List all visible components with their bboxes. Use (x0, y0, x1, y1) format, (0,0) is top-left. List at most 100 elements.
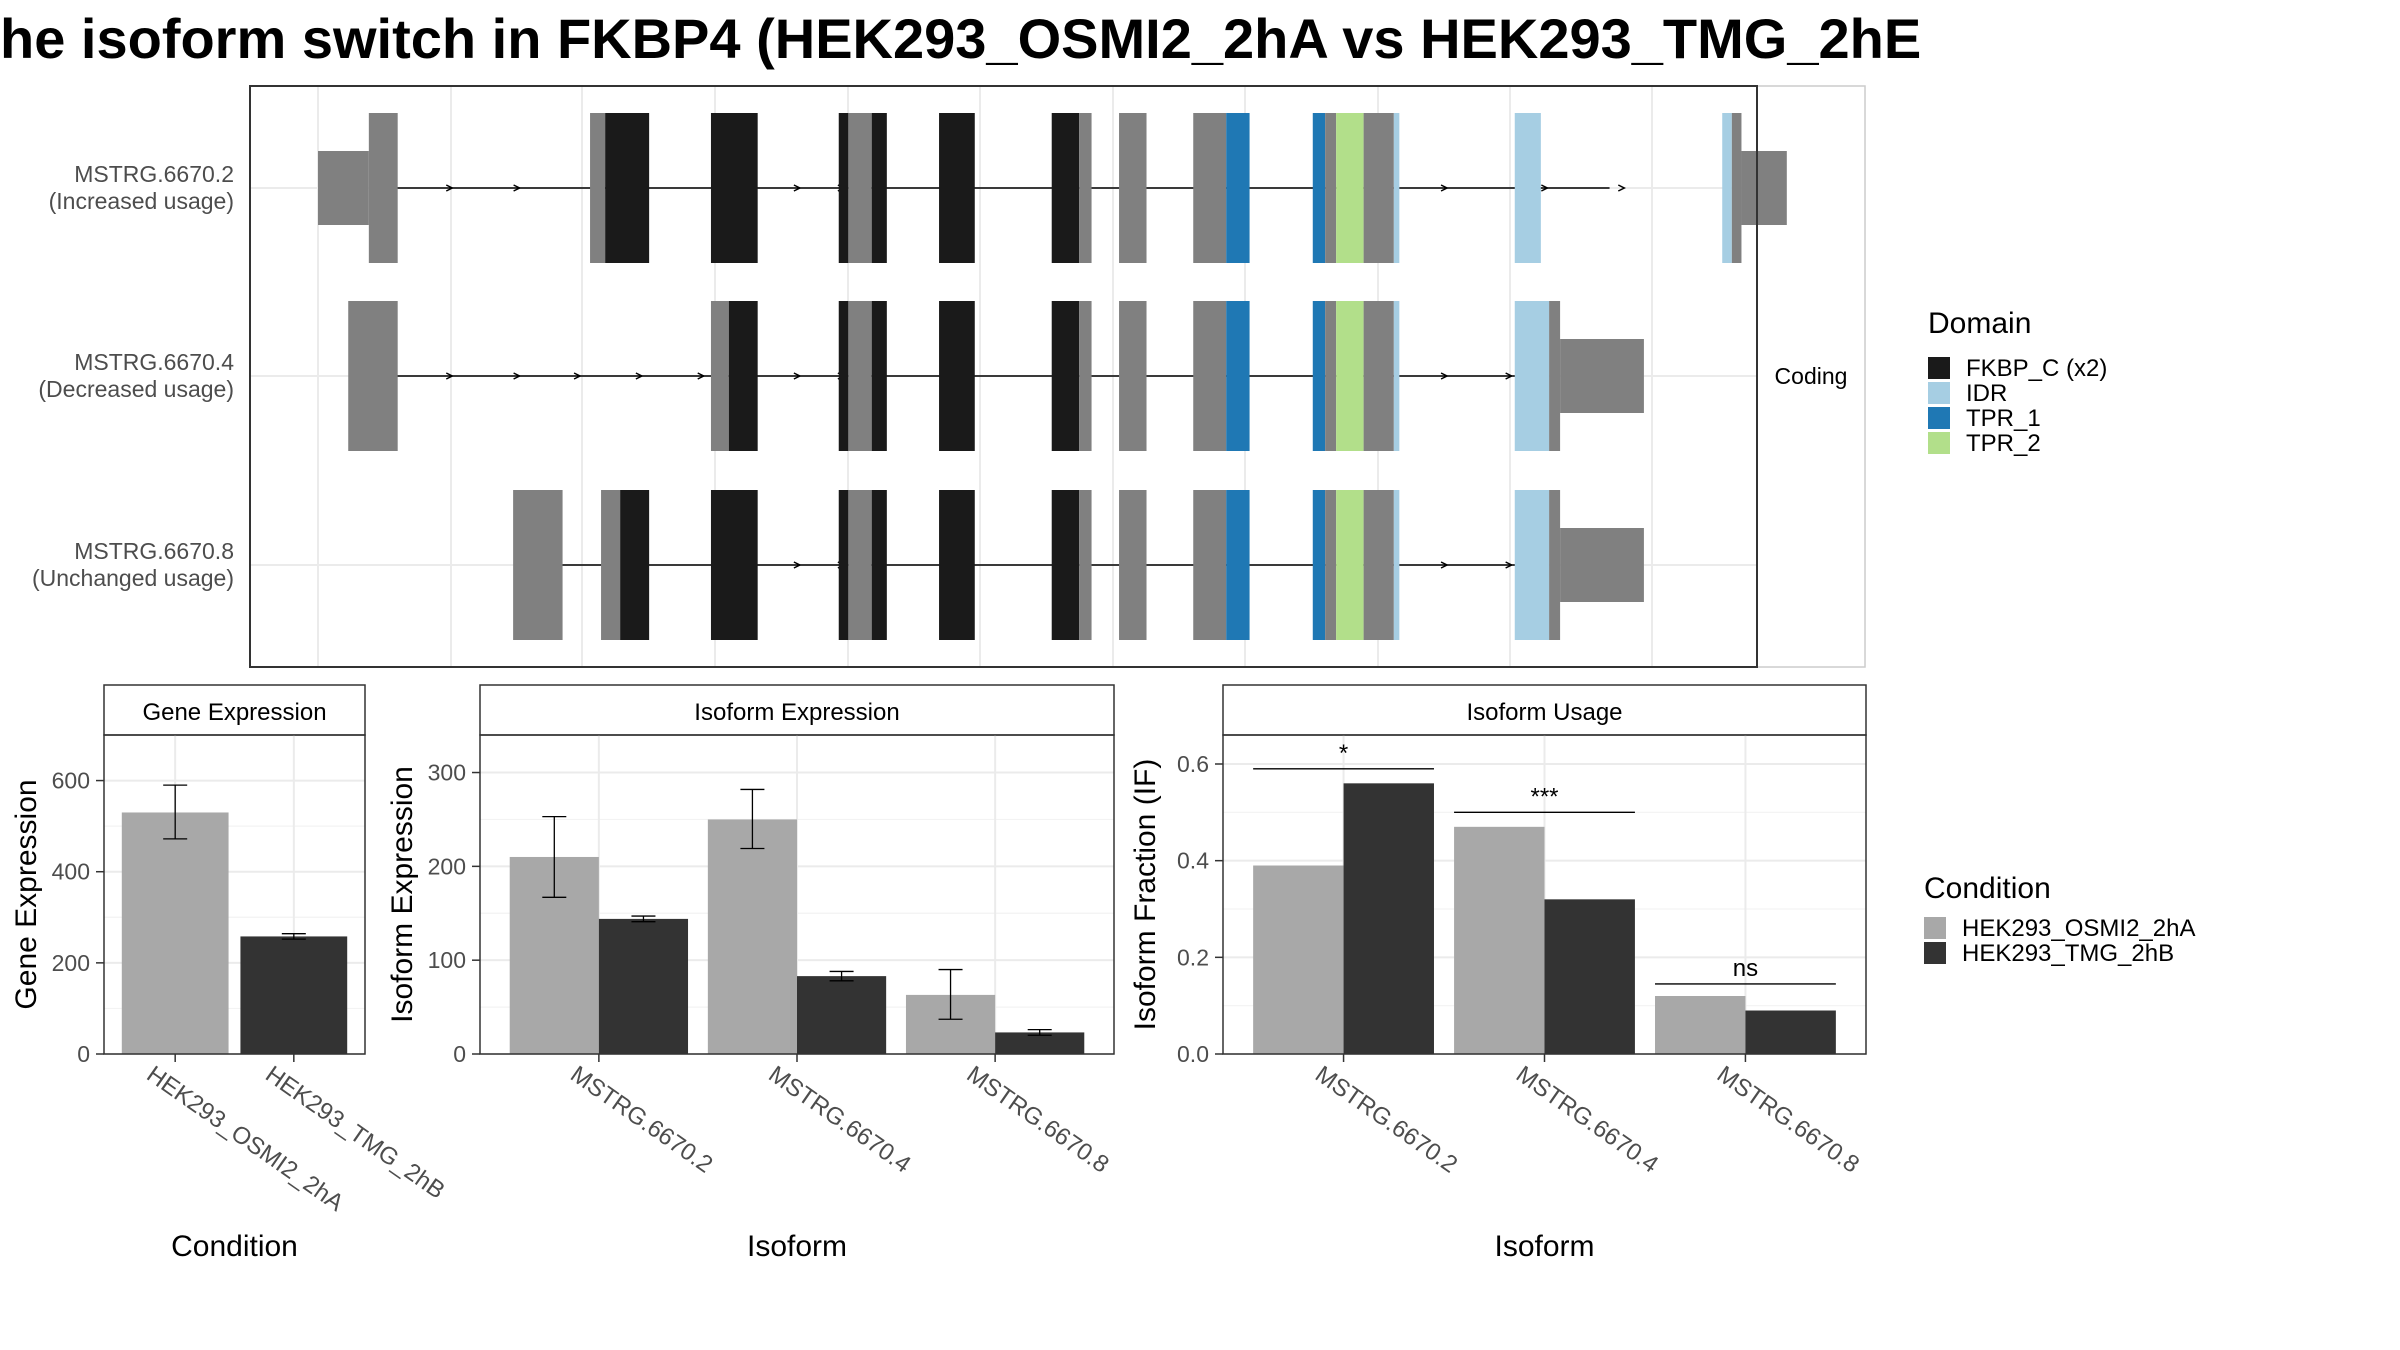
utr-segment (1560, 339, 1644, 413)
y-tick-label: 0 (453, 1041, 466, 1067)
domain-segment (728, 301, 758, 451)
exon-segment (1549, 301, 1561, 451)
bar-HEK293_TMG_2hB (1343, 783, 1434, 1054)
intron-arrow (1440, 184, 1449, 192)
exon-segment (368, 113, 398, 263)
utr-segment (318, 151, 369, 225)
legend-key-HEK293_OSMI2_2hA (1924, 917, 1946, 939)
domain-segment (1514, 113, 1541, 263)
exon-segment (1363, 490, 1394, 640)
isoform-track-MSTRG.6670.8 (513, 490, 1644, 640)
domain-segment (605, 113, 650, 263)
structure-plot-border (249, 85, 1758, 668)
domain-segment (710, 490, 758, 640)
y-tick-label: 0.6 (1177, 751, 1209, 777)
domain-segment (1051, 490, 1080, 640)
condition-legend-label: HEK293_TMG_2hB (1962, 940, 2174, 967)
domain-segment (838, 301, 849, 451)
x-tick-label: MSTRG.6670.8 (1712, 1061, 1864, 1179)
intron-arrow (1440, 372, 1449, 380)
domain-segment (1226, 113, 1250, 263)
domain-segment (1514, 490, 1550, 640)
intron-arrow (445, 184, 454, 192)
bar-HEK293_OSMI2_2hA (121, 812, 229, 1054)
y-tick-label: 0 (77, 1041, 90, 1067)
exon-segment (513, 490, 563, 640)
utr-segment (1741, 151, 1787, 225)
domain-segment (710, 113, 758, 263)
domain-legend-title: Domain (1928, 307, 2031, 340)
bar-HEK293_TMG_2hB (240, 936, 348, 1054)
exon-segment (1731, 113, 1742, 263)
panel-border (103, 734, 366, 1055)
bar-HEK293_TMG_2hB (1745, 1010, 1836, 1054)
exon-segment (1325, 113, 1337, 263)
y-tick-label: 200 (52, 950, 90, 976)
legend-key-IDR (1928, 382, 1950, 404)
exon-segment (848, 113, 872, 263)
bar-HEK293_TMG_2hB (797, 976, 887, 1054)
bar-HEK293_OSMI2_2hA (1253, 865, 1344, 1054)
panel-strip (1222, 684, 1867, 736)
significance-label: * (1339, 740, 1348, 767)
x-tick-label: MSTRG.6670.4 (1511, 1061, 1663, 1179)
domain-segment (1312, 490, 1326, 640)
exon-segment (1193, 301, 1227, 451)
intron-arrow (635, 372, 644, 380)
isoform-usage-panel: Isoform Usage****ns0.00.20.40.6MSTRG.667… (1129, 684, 1867, 1263)
exon-segment (1549, 490, 1561, 640)
domain-segment (871, 113, 887, 263)
y-axis-title: Gene Expression (10, 779, 43, 1009)
domain-segment (1514, 301, 1550, 451)
y-tick-label: 200 (428, 853, 466, 879)
domain-segment (871, 490, 887, 640)
isoform-label: MSTRG.6670.4 (74, 349, 234, 375)
domain-segment (871, 301, 887, 451)
condition-legend-title: Condition (1924, 872, 2051, 905)
domain-segment (1722, 113, 1732, 263)
isoform-expression-panel: Isoform Expression 0 100 200 300 MSTRG.6670.2… (386, 684, 1115, 1263)
isoform-structure-panel: Coding MSTRG.6670.2(Increased usage) MSTRG… (32, 85, 1866, 668)
y-axis-title: Isoform Expression (386, 766, 419, 1023)
exon-segment (1119, 113, 1147, 263)
intron-arrow (793, 561, 802, 569)
domain-segment (1393, 113, 1400, 263)
x-axis-title: Isoform (747, 1230, 847, 1263)
panel-strip (103, 684, 366, 736)
gene-expression-panel: Gene Expression 0 200 400 600 HEK293_OSMI2_2h… (10, 684, 450, 1263)
x-tick-label: MSTRG.6670.2 (565, 1061, 717, 1179)
bar-HEK293_OSMI2_2hA (1454, 826, 1545, 1054)
y-tick-label: 100 (428, 947, 466, 973)
intron-arrow (793, 184, 802, 192)
domain-segment (939, 301, 975, 451)
bar-HEK293_OSMI2_2hA (1655, 996, 1746, 1054)
exon-segment (1193, 490, 1227, 640)
exon-segment (1363, 113, 1394, 263)
exon-segment (1079, 113, 1092, 263)
exon-segment (1193, 113, 1227, 263)
domain-legend-label: TPR_2 (1966, 430, 2041, 457)
panel-title: Gene Expression (142, 699, 326, 726)
domain-segment (1393, 301, 1400, 451)
exon-segment (1325, 490, 1337, 640)
exon-segment (848, 490, 872, 640)
domain-segment (620, 490, 650, 640)
domain-legend-label: IDR (1966, 380, 2007, 407)
legend-key-HEK293_TMG_2hB (1924, 942, 1946, 964)
legend-key-FKBP_C (x2) (1928, 357, 1950, 379)
domain-segment (838, 490, 849, 640)
x-tick-label: MSTRG.6670.2 (1310, 1061, 1462, 1179)
domain-segment (838, 113, 849, 263)
y-tick-label: 600 (52, 768, 90, 794)
domain-legend-label: FKBP_C (x2) (1966, 355, 2107, 382)
isoform-track-MSTRG.6670.4 (348, 301, 1644, 451)
exon-segment (710, 301, 729, 451)
condition-legend-label: HEK293_OSMI2_2hA (1962, 915, 2195, 942)
intron-arrow (1541, 184, 1550, 192)
exon-segment (1119, 490, 1147, 640)
x-tick-label: MSTRG.6670.4 (764, 1061, 916, 1179)
domain-segment (1336, 301, 1364, 451)
domain-segment (1336, 113, 1364, 263)
utr-segment (1560, 528, 1644, 602)
